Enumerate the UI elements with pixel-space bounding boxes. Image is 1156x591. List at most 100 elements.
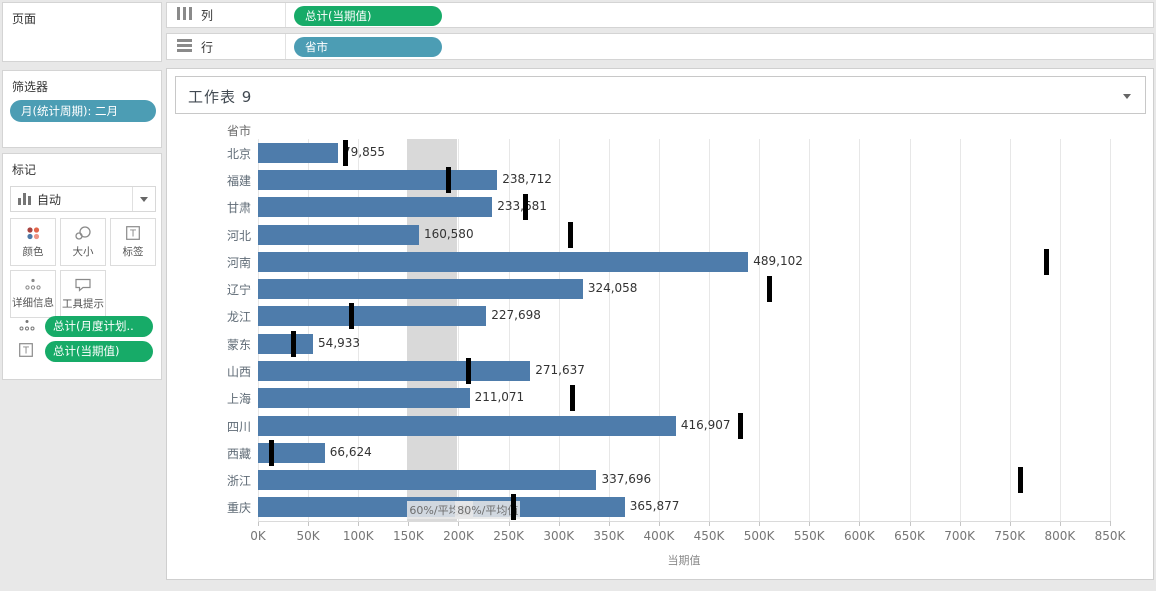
rows-pill-province[interactable]: 省市: [294, 37, 442, 57]
row-label-province[interactable]: 西藏: [226, 446, 251, 461]
bar-mark[interactable]: [258, 442, 325, 463]
marks-pill-monthly-plan[interactable]: 总计(月度计划..: [45, 316, 153, 337]
bar-mark[interactable]: [258, 224, 419, 245]
row-label-province[interactable]: 甘肃: [226, 201, 251, 216]
sheet-title: 工作表 9: [188, 88, 253, 106]
axis-tick-mark: [608, 521, 610, 526]
row-label-province[interactable]: 河北: [226, 228, 251, 243]
bar-mark[interactable]: [258, 197, 493, 218]
bar-value-label: 416,907: [680, 417, 731, 432]
tooltip-button[interactable]: 工具提示: [60, 270, 106, 318]
gridline: [909, 139, 911, 521]
plan-reference-tick[interactable]: [570, 385, 576, 412]
columns-shelf[interactable]: 列 总计(当期值): [166, 2, 1154, 28]
bar-mark[interactable]: [258, 142, 339, 163]
plan-reference-tick[interactable]: [348, 303, 354, 330]
bar-mark[interactable]: [258, 251, 749, 272]
pages-shelf-title: 页面: [12, 12, 37, 26]
size-button-label: 大小: [72, 245, 94, 258]
gridline: [558, 139, 560, 521]
bar-value-label: 238,712: [502, 171, 552, 186]
marks-pill-current-value[interactable]: 总计(当期值): [45, 341, 153, 362]
pages-shelf[interactable]: 页面: [2, 2, 162, 62]
x-axis-tick-label: 850K: [1094, 529, 1126, 543]
bar-mark[interactable]: [258, 169, 498, 190]
row-label-province[interactable]: 山西: [226, 364, 251, 379]
bar-mark[interactable]: [258, 333, 314, 354]
plan-reference-tick[interactable]: [737, 412, 743, 439]
bar-mark[interactable]: [258, 470, 597, 491]
gridline: [258, 139, 259, 521]
row-label-province[interactable]: 重庆: [226, 501, 251, 516]
plan-reference-tick[interactable]: [568, 221, 574, 248]
gridline: [508, 139, 510, 521]
axis-tick-mark: [458, 521, 460, 526]
bar-value-label: 66,624: [329, 444, 372, 459]
axis-tick-mark: [558, 521, 560, 526]
sheet-title-bar[interactable]: 工作表 9: [175, 76, 1146, 114]
row-label-province[interactable]: 福建: [226, 173, 251, 188]
gridline: [759, 139, 761, 521]
row-label-province[interactable]: 蒙东: [226, 337, 251, 352]
row-label-province[interactable]: 浙江: [226, 474, 251, 489]
label-button[interactable]: T 标签: [110, 218, 156, 266]
bar-value-label: 79,855: [343, 144, 386, 159]
marks-card: 标记 自动 颜色 大小: [2, 153, 162, 380]
rows-shelf[interactable]: 行 省市: [166, 33, 1154, 60]
tooltip-button-label: 工具提示: [62, 297, 104, 310]
axis-tick-mark: [308, 521, 310, 526]
plan-reference-tick[interactable]: [465, 357, 471, 384]
axis-tick-mark: [358, 521, 360, 526]
mark-type-dropdown[interactable]: 自动: [10, 186, 156, 212]
plan-reference-tick[interactable]: [290, 330, 296, 357]
color-button-label: 颜色: [22, 245, 44, 258]
filter-pill-month[interactable]: 月(统计周期): 二月: [10, 100, 156, 122]
filters-shelf[interactable]: 筛选器 月(统计周期): 二月: [2, 70, 162, 148]
axis-tick-mark: [508, 521, 510, 526]
gridline: [1009, 139, 1011, 521]
plan-reference-tick[interactable]: [445, 166, 451, 193]
row-label-province[interactable]: 龙江: [226, 310, 251, 325]
axis-tick-mark: [859, 521, 861, 526]
plan-reference-tick[interactable]: [766, 276, 772, 303]
x-axis-tick-label: 450K: [693, 529, 725, 543]
color-button[interactable]: 颜色: [10, 218, 56, 266]
bar-value-label: 324,058: [587, 281, 638, 296]
bar-mark[interactable]: [258, 360, 531, 381]
plan-reference-tick[interactable]: [342, 139, 348, 166]
bar-mark[interactable]: [258, 279, 583, 300]
detail-button[interactable]: 详细信息: [10, 270, 56, 318]
bar-mark[interactable]: [258, 306, 487, 327]
plan-reference-tick[interactable]: [268, 439, 274, 466]
gridline: [358, 139, 360, 521]
x-axis-tick-label: 300K: [543, 529, 575, 543]
plan-reference-tick[interactable]: [1018, 467, 1024, 494]
row-label-province[interactable]: 河南: [226, 255, 251, 270]
row-label-province[interactable]: 辽宁: [226, 283, 251, 298]
bar-value-label: 365,877: [629, 499, 680, 514]
columns-pill-current-value[interactable]: 总计(当期值): [294, 6, 442, 26]
plan-reference-tick[interactable]: [523, 194, 529, 221]
plan-reference-tick[interactable]: [511, 494, 517, 521]
bar-value-label: 337,696: [601, 472, 652, 487]
bar-mark[interactable]: [258, 415, 676, 436]
x-axis-tick-label: 650K: [894, 529, 925, 543]
chevron-down-icon[interactable]: [132, 187, 155, 211]
x-axis-line: [258, 521, 1110, 522]
x-axis-tick-label: 400K: [643, 529, 675, 543]
plan-reference-tick[interactable]: [1044, 248, 1050, 275]
size-button[interactable]: 大小: [60, 218, 106, 266]
chevron-down-icon[interactable]: [1123, 94, 1131, 99]
bar-value-label: 227,698: [491, 308, 541, 323]
row-label-province[interactable]: 上海: [226, 392, 251, 407]
row-label-province[interactable]: 北京: [226, 146, 251, 161]
x-axis-tick-label: 750K: [994, 529, 1026, 543]
detail-dots-icon: [25, 278, 41, 291]
worksheet-card: 工作表 9 0K 50K 100K 150K 200K 250K 300K 350K 400K 4…: [166, 68, 1154, 580]
row-label-province[interactable]: 四川: [226, 419, 251, 434]
band-label-80pct: 80%/平均值: [455, 501, 521, 519]
gridline: [959, 139, 961, 521]
rows-icon: [177, 38, 193, 55]
x-axis-tick-label: 100K: [342, 529, 374, 543]
bar-mark[interactable]: [258, 388, 470, 409]
